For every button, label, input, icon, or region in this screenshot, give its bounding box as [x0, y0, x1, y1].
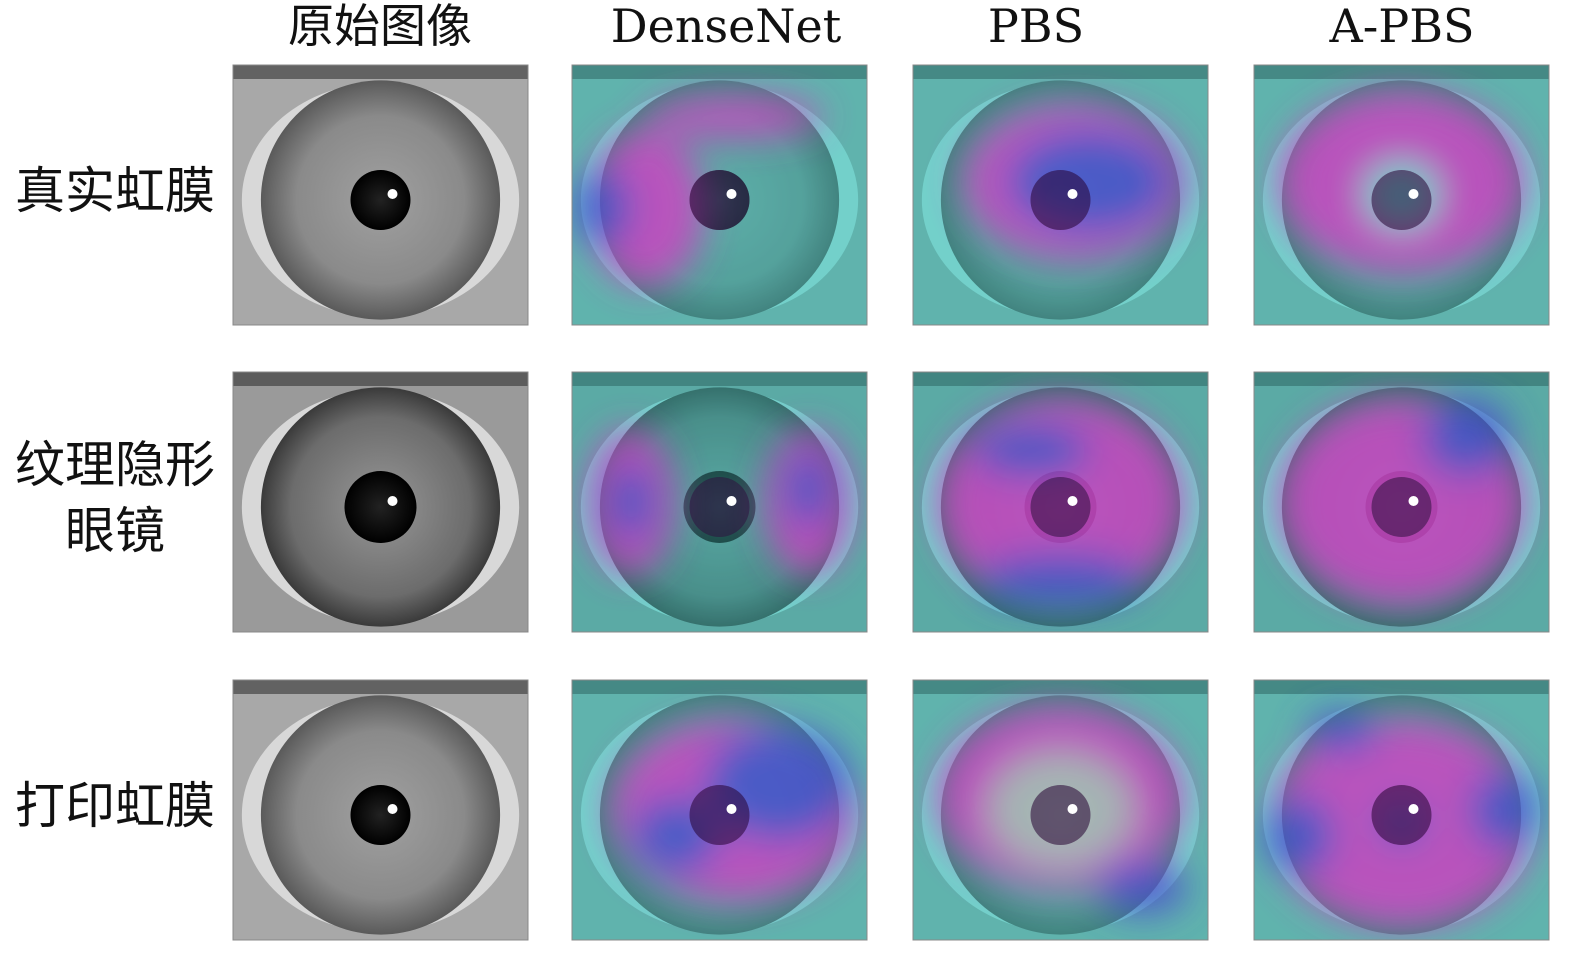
image-content: [572, 680, 867, 940]
row-label: 纹理隐形: [15, 436, 215, 494]
lid-top: [233, 65, 528, 79]
highlight-overlay: [1067, 496, 1078, 506]
eye-image: [571, 679, 868, 941]
image-frame: [232, 371, 529, 633]
pupil-overlay: [1371, 785, 1432, 845]
eye-image: [912, 371, 1209, 633]
image-content: [1254, 65, 1549, 325]
highlight-overlay: [726, 189, 737, 199]
heat-blobs: [572, 96, 823, 286]
column-header: DenseNet: [611, 0, 842, 53]
image-content: [913, 372, 1208, 632]
image-frame: [232, 64, 529, 326]
heat-blob: [972, 424, 1090, 476]
highlight-overlay: [726, 804, 737, 814]
heat-blob: [1098, 862, 1188, 914]
lid-top: [233, 372, 528, 386]
heat-blob: [1307, 711, 1378, 753]
pupil-overlay: [1371, 477, 1432, 537]
image-frame: [1253, 371, 1550, 633]
image-content: [233, 65, 528, 325]
image-content: [572, 65, 867, 325]
image-content: [572, 372, 867, 632]
heat-blob: [1469, 771, 1541, 849]
heat-blob: [586, 130, 705, 286]
pupil: [344, 471, 417, 543]
highlight-overlay: [1408, 804, 1419, 814]
eye-image: [232, 679, 529, 941]
heat-blobs: [586, 429, 853, 575]
heat-blob: [1007, 130, 1173, 234]
highlight-overlay: [1408, 496, 1419, 506]
highlight: [387, 189, 398, 199]
image-content: [913, 65, 1208, 325]
eye-image: [1253, 371, 1550, 633]
highlight: [387, 804, 398, 814]
pupil-overlay: [689, 785, 750, 845]
eye-image: [232, 371, 529, 633]
heat-blob: [977, 554, 1144, 606]
heat-blob: [1422, 398, 1511, 476]
image-frame: [912, 64, 1209, 326]
image-frame: [571, 679, 868, 941]
highlight: [387, 496, 398, 506]
row-label: 眼镜: [65, 502, 165, 560]
image-content: [913, 680, 1208, 940]
image-content: [233, 680, 528, 940]
heat-blob: [1262, 797, 1334, 875]
eye-image: [232, 64, 529, 326]
pupil-overlay: [1371, 170, 1432, 230]
image-content: [1254, 680, 1549, 940]
heat-blob: [784, 450, 832, 528]
image-content: [233, 372, 528, 632]
image-frame: [571, 64, 868, 326]
row-label: 打印虹膜: [15, 777, 215, 835]
pupil-overlay: [1030, 785, 1091, 845]
lid-top: [233, 680, 528, 694]
image-frame: [912, 371, 1209, 633]
highlight-overlay: [1067, 804, 1078, 814]
pupil: [350, 785, 411, 845]
heat-blob: [607, 463, 655, 541]
eye-image: [571, 371, 868, 633]
eye-image: [1253, 679, 1550, 941]
pupil-overlay: [689, 477, 750, 537]
pupil: [350, 170, 411, 230]
eye-image: [571, 64, 868, 326]
image-frame: [1253, 64, 1550, 326]
highlight-overlay: [1408, 189, 1419, 199]
row-label: 真实虹膜: [15, 162, 215, 220]
column-header: 原始图像: [288, 0, 472, 53]
pupil-overlay: [1030, 477, 1091, 537]
pupil-overlay: [1030, 170, 1091, 230]
image-frame: [571, 371, 868, 633]
image-frame: [912, 679, 1209, 941]
image-frame: [1253, 679, 1550, 941]
eye-image: [912, 679, 1209, 941]
pupil-overlay: [689, 170, 750, 230]
eye-image: [912, 64, 1209, 326]
highlight-overlay: [1067, 189, 1078, 199]
eye-image: [1253, 64, 1550, 326]
highlight-overlay: [726, 496, 737, 506]
image-frame: [232, 679, 529, 941]
heat-blob: [572, 169, 631, 247]
column-header: PBS: [988, 0, 1084, 53]
heat-blob: [645, 96, 823, 138]
column-header: A-PBS: [1328, 0, 1474, 53]
image-content: [1254, 372, 1549, 632]
